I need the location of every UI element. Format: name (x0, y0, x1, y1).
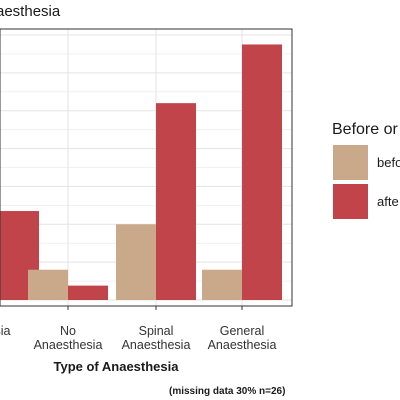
x-tick-label: Spinal Anaesthesia (122, 324, 191, 352)
chart-title: aesthesia (0, 3, 61, 20)
x-axis-title: Type of Anaesthesia (54, 359, 180, 374)
legend: Before or befo afte (332, 121, 400, 219)
missing-data-note: (missing data 30% n=26) (169, 386, 285, 397)
legend-key-befo (333, 145, 368, 180)
legend-key-afte (333, 184, 368, 219)
x-tick-label: esia (0, 324, 11, 338)
bar-befo-2 (116, 224, 156, 300)
bar-afte-1 (68, 285, 108, 300)
x-tick-label: General Anaesthesia (208, 324, 277, 352)
x-tick-label: No Anaesthesia (34, 324, 103, 352)
plot-area (0, 28, 293, 307)
legend-label: afte (377, 194, 399, 209)
bar-afte-3 (242, 44, 282, 300)
plot-border (0, 28, 293, 307)
legend-title: Before or (332, 121, 398, 138)
bar-befo-1 (28, 269, 68, 300)
bars (0, 44, 282, 301)
bar-afte-2 (156, 103, 196, 301)
legend-label: befo (377, 155, 400, 170)
bar-befo-3 (202, 269, 242, 300)
